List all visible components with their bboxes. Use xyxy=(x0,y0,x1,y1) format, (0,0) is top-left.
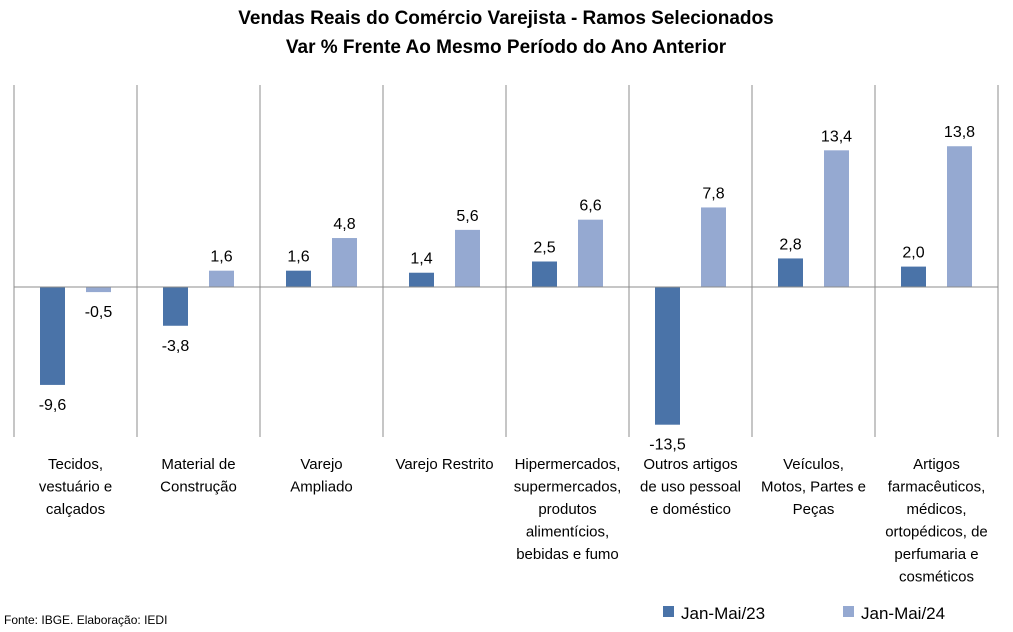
legend-swatch xyxy=(663,606,674,617)
plot-area: -9,6 -3,8 1,6 1,4 2,5 -13,5 2,8 2,0 -0,5 1,6 4,8 5,… xyxy=(13,85,999,586)
data-label: 1,6 xyxy=(287,249,309,266)
legend: Jan-Mai/23 Jan-Mai/24 xyxy=(663,604,945,623)
data-label: 2,0 xyxy=(902,245,924,262)
legend-label: Jan-Mai/23 xyxy=(681,604,765,623)
data-label: 2,5 xyxy=(533,240,555,257)
data-label: 5,6 xyxy=(456,208,478,225)
bar-Jan-Mai/23 xyxy=(655,287,680,425)
data-label: 1,4 xyxy=(410,251,432,268)
bar-Jan-Mai/24 xyxy=(947,146,972,287)
bar-Jan-Mai/23 xyxy=(778,258,803,287)
bar-Jan-Mai/23 xyxy=(901,266,926,287)
bar-Jan-Mai/24 xyxy=(701,207,726,287)
bar-Jan-Mai/24 xyxy=(455,229,480,287)
data-label: 6,6 xyxy=(579,198,601,215)
source-note: Fonte: IBGE. Elaboração: IEDI xyxy=(4,613,167,627)
data-label: -13,5 xyxy=(649,437,686,454)
legend-label: Jan-Mai/24 xyxy=(861,604,945,623)
bar-Jan-Mai/23 xyxy=(532,261,557,287)
chart-title-line1: Vendas Reais do Comércio Varejista - Ram… xyxy=(238,8,773,29)
data-label: 1,6 xyxy=(210,249,232,266)
bar-Jan-Mai/23 xyxy=(409,272,434,287)
category-label: Outros artigos de uso pessoal e doméstico xyxy=(640,456,741,518)
data-label: -0,5 xyxy=(85,304,113,321)
chart-title-line2: Var % Frente Ao Mesmo Período do Ano Ant… xyxy=(286,37,727,58)
data-label: -9,6 xyxy=(39,397,67,414)
bar-Jan-Mai/24 xyxy=(824,150,849,287)
bar-Jan-Mai/23 xyxy=(40,287,65,385)
category-label: Material de Construção xyxy=(160,456,237,496)
category-label: Hipermercados, supermercados, produtos alim… xyxy=(514,456,622,563)
category-label: Veículos, Motos, Partes e Peças xyxy=(761,456,866,518)
data-label: 13,8 xyxy=(944,124,975,141)
data-label: 4,8 xyxy=(333,216,355,233)
data-label: 2,8 xyxy=(779,236,801,253)
bar-Jan-Mai/23 xyxy=(163,287,188,326)
category-label: Tecidos, vestuário e calçados xyxy=(39,456,112,518)
data-label: -3,8 xyxy=(162,338,190,355)
data-label: 7,8 xyxy=(702,185,724,202)
category-label: Artigos farmacêuticos, médicos, ortopédicos… xyxy=(885,456,988,586)
bar-Jan-Mai/24 xyxy=(86,287,111,293)
bar-Jan-Mai/24 xyxy=(332,238,357,287)
bar-Jan-Mai/23 xyxy=(286,270,311,287)
bar-Jan-Mai/24 xyxy=(578,219,603,287)
data-label: 13,4 xyxy=(821,128,852,145)
bar-Jan-Mai/24 xyxy=(209,270,234,287)
category-label: Varejo Ampliado xyxy=(290,456,353,496)
category-label: Varejo Restrito xyxy=(395,456,493,473)
legend-swatch xyxy=(843,606,854,617)
